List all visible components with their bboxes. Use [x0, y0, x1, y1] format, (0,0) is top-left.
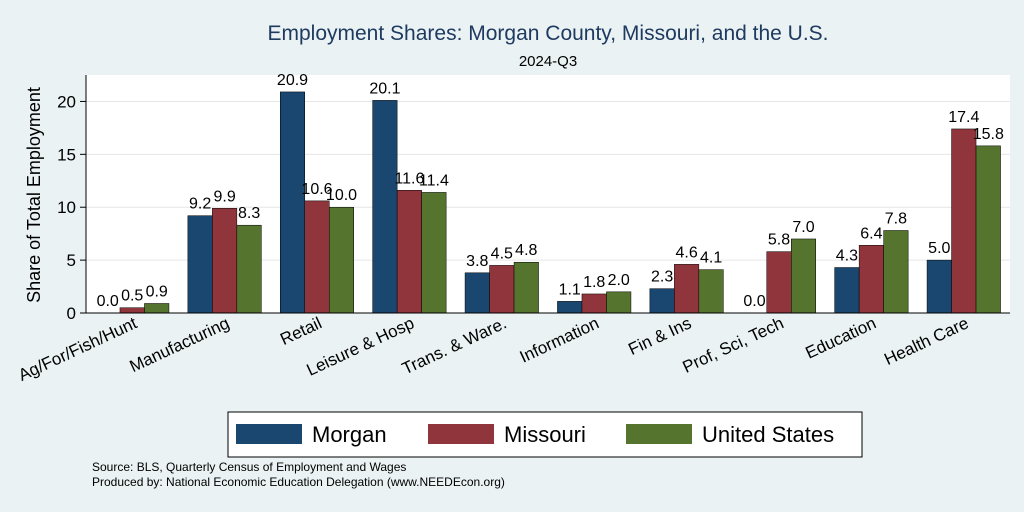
bar-missouri	[858, 245, 884, 314]
data-labels: 0.0 0.5 0.99.2 9.98.320.910.610.020.111.611…	[97, 72, 1004, 310]
data-label: 3.8	[466, 253, 488, 270]
chart-title: Employment Shares: Morgan County, Missou…	[267, 22, 828, 45]
bar-morgan	[557, 301, 583, 314]
source-note: Source: BLS, Quarterly Census of Employm…	[92, 460, 406, 474]
data-label: 7.0	[792, 219, 814, 236]
data-label: 0.9	[146, 283, 168, 300]
bar-united-states	[513, 261, 539, 314]
y-axis-label: Share of Total Employment	[24, 87, 44, 303]
legend-label: United States	[702, 422, 834, 447]
data-label: 10.0	[326, 187, 357, 204]
data-label: 9.2	[189, 196, 211, 213]
bar-united-states	[236, 224, 262, 314]
data-label: 11.4	[419, 172, 449, 189]
bar-missouri	[674, 264, 700, 314]
data-label: 8.3	[238, 205, 260, 222]
y-tick-label: 5	[67, 251, 76, 270]
data-label: 2.0	[608, 272, 630, 289]
bar-united-states	[975, 145, 1001, 314]
producer-note: Produced by: National Economic Education…	[92, 475, 505, 489]
data-label: 20.9	[277, 72, 308, 89]
bar-morgan	[187, 215, 213, 314]
y-tick-label: 15	[57, 145, 76, 164]
bar-united-states	[329, 206, 354, 314]
chart-subtitle: 2024-Q3	[519, 53, 577, 70]
bar-morgan	[372, 100, 398, 314]
y-axis-ticks: 0 5 10 15 20	[57, 92, 86, 323]
data-label: 4.6	[675, 244, 697, 261]
data-label: 4.8	[515, 242, 537, 259]
data-label: 5.8	[768, 232, 790, 249]
data-label: 4.5	[491, 245, 513, 262]
bar-missouri	[304, 200, 330, 314]
data-label: 9.9	[213, 188, 235, 205]
data-label: 0.0	[97, 293, 119, 310]
bar-morgan	[834, 267, 860, 314]
data-label: 6.4	[860, 225, 882, 242]
bar-united-states	[144, 303, 170, 314]
bar-missouri	[212, 208, 238, 314]
data-label: 15.8	[973, 126, 1004, 143]
data-label: 20.1	[369, 80, 400, 97]
bar-united-states	[421, 192, 447, 314]
bar-missouri	[951, 128, 977, 314]
legend: Morgan Missouri United States	[227, 411, 863, 458]
bar-united-states	[606, 291, 632, 314]
y-tick-label: 0	[67, 304, 76, 323]
bar-united-states	[883, 230, 909, 314]
y-tick-label: 10	[57, 198, 76, 217]
data-label: 1.8	[583, 274, 605, 291]
data-label: 5.0	[928, 240, 950, 257]
bar-united-states	[791, 238, 816, 314]
bars	[119, 91, 1001, 314]
data-label: 11.6	[394, 170, 424, 187]
data-label: 4.3	[836, 248, 858, 265]
bar-missouri	[119, 307, 145, 314]
bar-missouri	[489, 265, 515, 314]
data-label: 2.3	[651, 269, 673, 286]
bar-morgan	[649, 288, 675, 314]
bar-missouri	[581, 293, 607, 314]
data-label: 7.8	[885, 210, 907, 227]
bar-missouri	[396, 190, 422, 314]
legend-swatch-missouri	[428, 424, 494, 444]
data-label: 1.1	[559, 281, 581, 298]
legend-label: Morgan	[312, 422, 387, 447]
data-label: 17.4	[948, 109, 979, 126]
bar-united-states	[698, 269, 724, 314]
data-label: 0.0	[743, 293, 765, 310]
legend-label: Missouri	[504, 422, 586, 447]
data-label: 0.5	[121, 288, 143, 305]
bar-missouri	[766, 251, 792, 314]
bar-morgan	[280, 91, 305, 314]
legend-swatch-united-states	[626, 424, 692, 444]
y-tick-label: 20	[57, 92, 76, 111]
data-label: 4.1	[700, 250, 722, 267]
legend-swatch-morgan	[236, 424, 302, 444]
legend-box	[227, 411, 863, 458]
bar-morgan	[464, 272, 490, 314]
bar-morgan	[926, 259, 952, 314]
data-label: 10.6	[301, 181, 332, 198]
